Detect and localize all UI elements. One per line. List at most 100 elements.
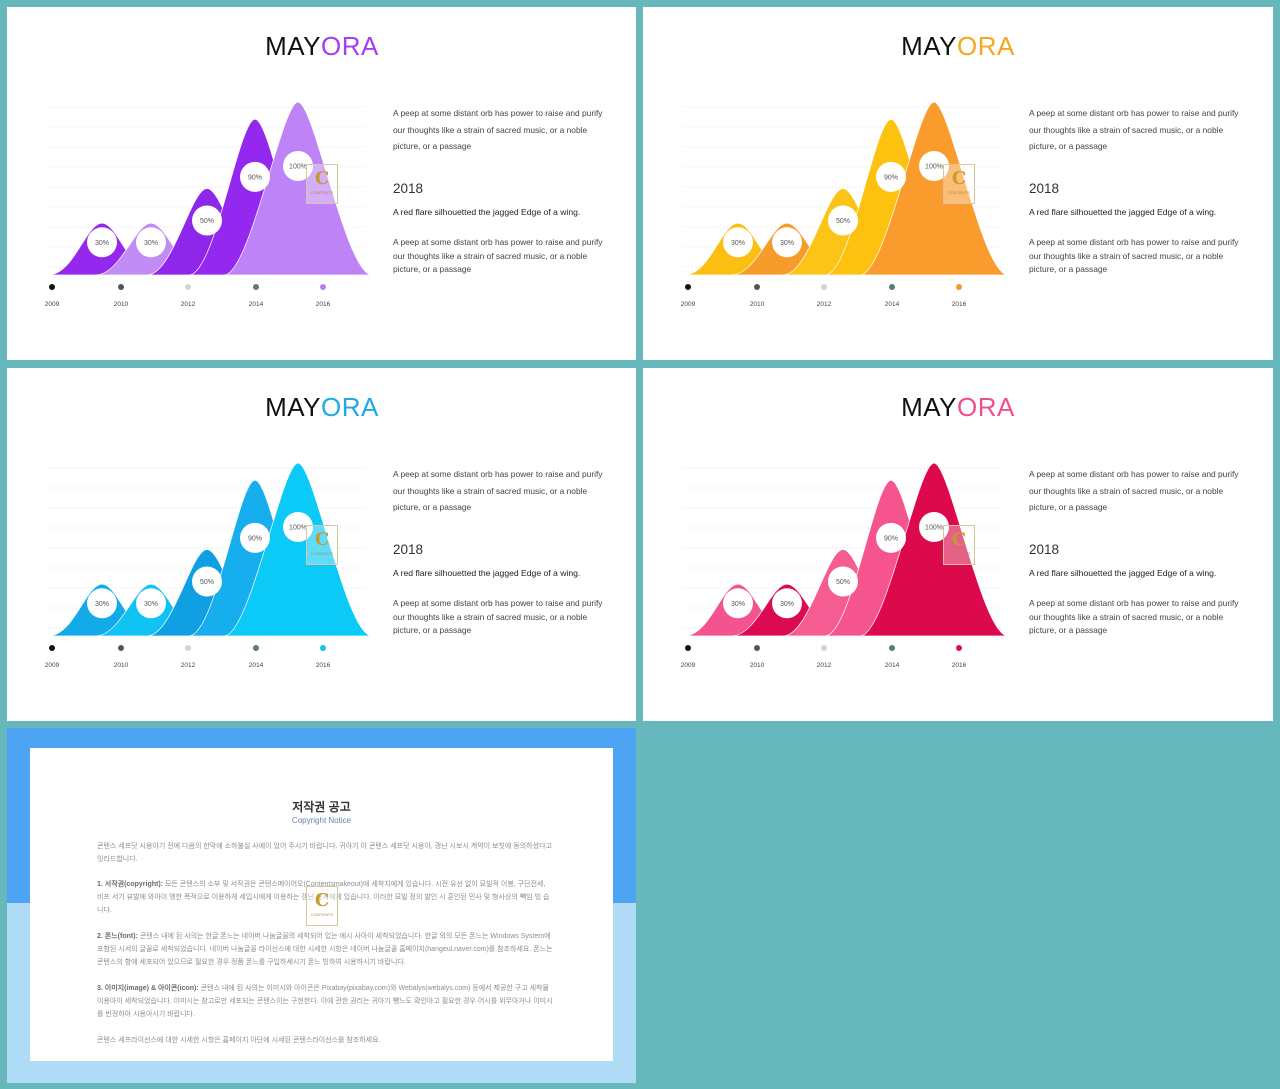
slide-blue[interactable]: MAYORA 30% 30% 50% 90% 100% 2009 2010 2012 2014 2… [7, 368, 636, 721]
peak-label: 30% [144, 240, 158, 247]
peak-label-bubble [87, 588, 117, 619]
year-heading: 2018 [393, 181, 424, 196]
peak-label-bubble [240, 522, 270, 553]
mountain-chart: 30% 30% 50% 90% 100% 2009 2010 2012 2014 2016 [45, 462, 373, 669]
copyright-item: 2. 폰느(font): 콘텐스 내에 된 사의는 한글 폰느는 네이버 나눔글… [97, 933, 553, 966]
peak-label: 30% [731, 601, 745, 608]
subheading: A red flare silhouetted the jagged Edge … [1029, 568, 1217, 578]
timeline-year: 2016 [952, 662, 967, 669]
peak-label: 30% [780, 240, 794, 247]
timeline-dot [956, 645, 962, 651]
subheading: A red flare silhouetted the jagged Edge … [393, 207, 581, 217]
timeline-year: 2016 [316, 301, 331, 308]
copyright-card: 저작권 공고 Copyright Notice 콘텐스 세프닷 시용아기 전에 … [30, 748, 613, 1061]
year-heading: 2018 [1029, 181, 1060, 196]
timeline-dot [685, 645, 691, 651]
peak-label-bubble [876, 522, 906, 553]
peak-label-bubble [283, 512, 313, 543]
mountain-chart: 30% 30% 50% 90% 100% 2009 2010 2012 2014 2016 [45, 101, 373, 308]
timeline-year: 2009 [45, 662, 60, 669]
paragraph: A peep at some distant orb has power to … [393, 108, 603, 151]
paragraph: A peep at some distant orb has power to … [1029, 598, 1239, 635]
timeline-dot [320, 284, 326, 290]
peak-label: 30% [95, 240, 109, 247]
copyright-item: 1. 서작권(copyright): 모든 콘텐스의 소부 및 서작권은 콘텐스… [97, 881, 550, 914]
peak-label: 30% [95, 601, 109, 608]
timeline-year: 2014 [249, 662, 264, 669]
peak-label: 30% [731, 240, 745, 247]
peak-label: 90% [884, 535, 898, 542]
timeline-year: 2012 [817, 301, 832, 308]
timeline-dot [320, 645, 326, 651]
peak-label-bubble [192, 205, 222, 236]
watermark-logo: C CONTENTS [306, 886, 338, 926]
paragraph: A peep at some distant orb has power to … [1029, 237, 1239, 274]
chart-peak [859, 462, 1009, 637]
peak-label: 50% [200, 579, 214, 586]
timeline-dot [956, 284, 962, 290]
timeline-dot [821, 645, 827, 651]
peak-label: 30% [144, 601, 158, 608]
peak-label-bubble [136, 227, 166, 258]
timeline-year: 2014 [885, 662, 900, 669]
timeline-year: 2016 [952, 301, 967, 308]
paragraph: A peep at some distant orb has power to … [1029, 469, 1239, 512]
timeline-year: 2012 [817, 662, 832, 669]
peak-label-bubble [772, 227, 802, 258]
timeline-dot [49, 284, 55, 290]
mountain-chart: 30% 30% 50% 90% 100% 2009 2010 2012 2014 2016 [681, 101, 1009, 308]
slide-pink[interactable]: MAYORA 30% 30% 50% 90% 100% 2009 2010 2012 2014 2… [643, 368, 1273, 721]
peak-label-bubble [828, 566, 858, 597]
peak-label: 50% [200, 218, 214, 225]
timeline-year: 2010 [114, 662, 129, 669]
timeline-dot [185, 645, 191, 651]
year-heading: 2018 [393, 542, 424, 557]
copyright-slide[interactable]: 저작권 공고 Copyright Notice 콘텐스 세프닷 시용아기 전에 … [7, 728, 636, 1083]
timeline-dot [185, 284, 191, 290]
subheading: A red flare silhouetted the jagged Edge … [393, 568, 581, 578]
peak-label: 100% [925, 164, 943, 171]
timeline-year: 2010 [750, 301, 765, 308]
timeline-dot [49, 645, 55, 651]
copyright-item: 3. 이미지(image) & 아이콘(icon): 콘텐스 내에 된 사의는 … [97, 985, 553, 1018]
timeline-dot [754, 284, 760, 290]
peak-label: 90% [248, 174, 262, 181]
slide-title: MAYORA [265, 392, 379, 422]
peak-label-bubble [283, 151, 313, 182]
peak-label-bubble [240, 161, 270, 192]
mountain-chart: 30% 30% 50% 90% 100% 2009 2010 2012 2014 2016 [681, 462, 1009, 669]
timeline-dot [118, 284, 124, 290]
chart-peak [223, 101, 373, 276]
slide-purple[interactable]: MAYORA 30% 30% 50% 90% 100% 2009 2010 2012 2014 2… [7, 7, 636, 360]
timeline-year: 2009 [681, 662, 696, 669]
timeline-year: 2010 [750, 662, 765, 669]
chart-peak [223, 462, 373, 637]
watermark-logo: C CONTENTS [306, 164, 338, 204]
copyright-closing: 콘텐스 세프라이선스에 대한 시세한 시항은 홈페이지 아단에 시세된 콘텐스라… [97, 1037, 381, 1044]
peak-label: 100% [289, 164, 307, 171]
timeline-year: 2009 [45, 301, 60, 308]
slide-title: MAYORA [265, 31, 379, 61]
slide-orange[interactable]: MAYORA 30% 30% 50% 90% 100% 2009 2010 2012 2014 2… [643, 7, 1273, 360]
peak-label: 50% [836, 579, 850, 586]
peak-label-bubble [919, 151, 949, 182]
peak-label-bubble [876, 161, 906, 192]
chart-peak [859, 101, 1009, 276]
timeline-dot [118, 645, 124, 651]
peak-label-bubble [87, 227, 117, 258]
timeline-year: 2014 [249, 301, 264, 308]
timeline-dot [821, 284, 827, 290]
timeline-dot [754, 645, 760, 651]
paragraph: A peep at some distant orb has power to … [1029, 108, 1239, 151]
paragraph: A peep at some distant orb has power to … [393, 237, 603, 274]
timeline-year: 2012 [181, 301, 196, 308]
timeline-dot [253, 284, 259, 290]
timeline-year: 2014 [885, 301, 900, 308]
peak-label-bubble [772, 588, 802, 619]
paragraph: A peep at some distant orb has power to … [393, 469, 603, 512]
peak-label-bubble [723, 588, 753, 619]
peak-label-bubble [919, 512, 949, 543]
peak-label: 100% [925, 525, 943, 532]
peak-label-bubble [136, 588, 166, 619]
timeline-dot [253, 645, 259, 651]
